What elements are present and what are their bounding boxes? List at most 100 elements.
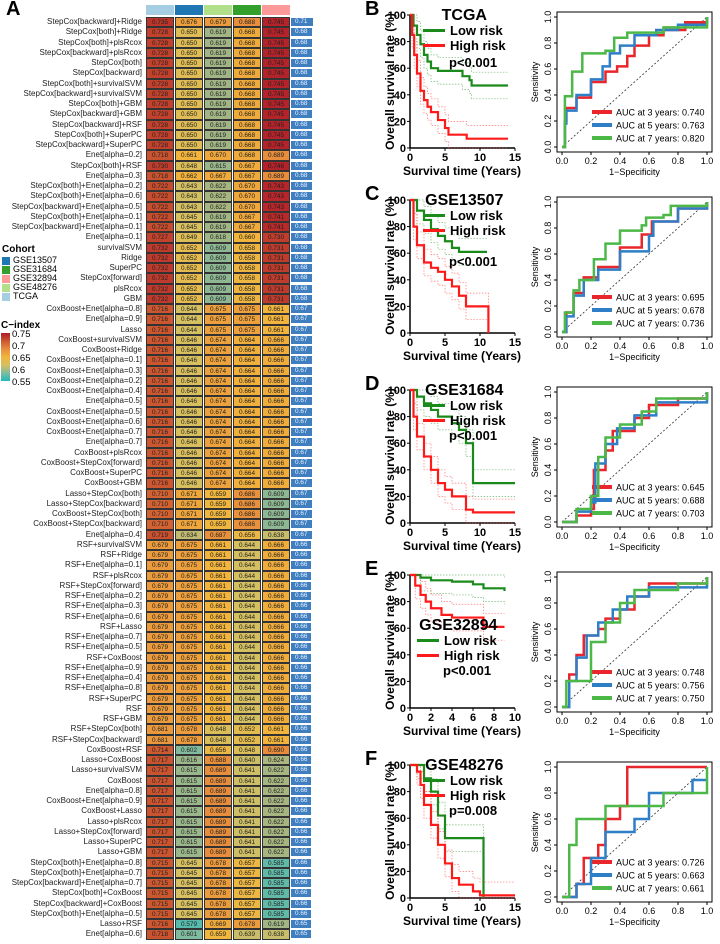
low-risk-legend-label: Low risk: [450, 398, 503, 413]
cindex-cell: 0.650: [175, 78, 203, 89]
mean-cindex-bar: 0.67: [291, 510, 312, 518]
cindex-cell: 0.675: [175, 570, 203, 581]
low-risk-legend-item: Low risk: [417, 633, 500, 648]
mean-cindex-bar: 0.68: [291, 48, 312, 57]
cindex-cell: 0.615: [175, 826, 203, 837]
roc-legend-label: AUC at 7 years: 0.661: [616, 884, 705, 894]
model-label: CoxBoost+Enet[alpha=0.2]: [46, 375, 142, 385]
roc-plot: 0.00.0 0.2 0.2 0.4 0.4 0.6 0.6 0.8 0.8 1.0 1.0 1−Sp…: [530, 11, 713, 177]
cohort-bar-gse13507: [175, 5, 203, 15]
km-x-tick-label: 0: [407, 337, 413, 349]
roc-y-tick-label: 1.0: [543, 571, 553, 584]
cindex-cell: 0.675: [175, 539, 203, 550]
roc-x-tick-label: 0.6: [643, 341, 656, 351]
cindex-cell: 0.669: [204, 919, 232, 930]
cindex-cell: 0.652: [233, 724, 261, 735]
cindex-cell: 0.645: [175, 898, 203, 909]
mean-cindex-bar: 0.65: [291, 920, 311, 928]
heatmap-row: CoxBoost+StepCox[backward] 0.710 0.671 0.65…: [0, 519, 320, 530]
cindex-cell: 0.731: [262, 252, 290, 263]
cohort-legend-item: GSE13507: [2, 256, 57, 265]
model-label: Lasso+CoxBoost: [81, 755, 142, 764]
cindex-cell: 0.722: [146, 222, 174, 233]
model-label: Enet[alpha=0.9]: [85, 314, 142, 324]
heatmap-row: CoxBoost+Enet[alpha=0.5] 0.716 0.646 0.674 0…: [0, 406, 320, 417]
cindex-cell: 0.644: [175, 304, 203, 315]
model-label: StepCox[both]+Enet[alpha=0.1]: [30, 211, 142, 221]
cindex-cell: 0.657: [233, 878, 261, 889]
cindex-cell: 0.661: [262, 314, 290, 325]
roc-x-tick-label: 0.2: [585, 906, 598, 916]
cindex-cell: 0.716: [146, 345, 174, 356]
cindex-cell: 0.650: [175, 37, 203, 48]
cindex-cell: 0.710: [146, 498, 174, 509]
km-x-label: Survival time (Years): [403, 914, 521, 928]
mean-cindex-bar: 0.66: [291, 725, 311, 734]
mean-cindex-bar: 0.66: [291, 551, 311, 559]
cohort-title: GSE13507: [425, 192, 504, 209]
roc-curve-auc7: [562, 577, 709, 709]
cindex-cell: 0.661: [204, 632, 232, 643]
cindex-cell: 0.622: [262, 765, 290, 776]
mean-cindex-bar: 0.66: [291, 581, 311, 590]
cindex-cell: 0.688: [233, 17, 261, 28]
model-label: StepCox[backward]: [72, 68, 142, 78]
panel-c: C 0 20 40 60 80 100 0 5 10 15 Survival time (Years)…: [365, 183, 720, 370]
heatmap-row: RSF+Enet[alpha=0.7] 0.679 0.675 0.661 0.644 0…: [0, 632, 320, 643]
roc-y-tick-label: 0.0: [543, 891, 553, 904]
cindex-cell: 0.664: [233, 345, 261, 356]
km-x-label: Survival time (Years): [403, 164, 521, 178]
mean-cindex-bar: 0.66: [291, 817, 311, 826]
cindex-cell: 0.710: [146, 519, 174, 530]
cindex-cell: 0.674: [204, 375, 232, 386]
model-label: CoxBoost+RSF: [86, 744, 142, 754]
low-risk-legend-label: Low risk: [450, 208, 503, 223]
mean-cindex-bar: 0.68: [291, 212, 312, 221]
mean-cindex-bar: 0.66: [291, 848, 311, 857]
cindex-cell: 0.661: [204, 601, 232, 612]
heatmap-row: StepCox[backward]+plsRcox 0.728 0.650 0.619…: [0, 47, 320, 58]
high-risk-curve: [410, 573, 505, 628]
cindex-cell: 0.646: [175, 375, 203, 386]
cindex-cell: 0.634: [175, 529, 203, 540]
mean-cindex-bar: 0.66: [291, 653, 311, 662]
model-label: RSF+survivalSVM: [76, 539, 142, 549]
roc-legend-label: AUC at 5 years: 0.678: [616, 306, 705, 316]
heatmap-row: StepCox[backward] 0.728 0.650 0.619 0.668 0.7…: [0, 68, 320, 79]
roc-x-tick-label: 0.8: [672, 906, 685, 916]
cindex-cell: 0.661: [204, 539, 232, 550]
cohort-legend-label: TCGA: [13, 291, 39, 301]
heatmap-row: RSF+Enet[alpha=0.3] 0.679 0.675 0.661 0.644 0…: [0, 601, 320, 612]
cindex-cell: 0.667: [233, 211, 261, 222]
high-risk-ci-line: [410, 764, 515, 899]
cindex-cell: 0.728: [146, 68, 174, 79]
cindex-cell: 0.679: [146, 693, 174, 704]
cindex-cell: 0.658: [233, 252, 261, 263]
km-y-label: Overall survival rate (%): [383, 13, 397, 150]
heatmap-row: Lasso+survivalSVM 0.717 0.615 0.689 0.641 0.6…: [0, 765, 320, 776]
roc-y-tick-label: 0.6: [543, 438, 553, 451]
cindex-cell: 0.615: [175, 806, 203, 817]
cindex-cell: 0.689: [204, 826, 232, 837]
model-label: CoxBoost: [107, 775, 142, 785]
km-y-tick-label: 80: [394, 597, 406, 609]
roc-y-label: Sensitivity: [530, 811, 540, 852]
km-x-tick-label: 5: [442, 527, 448, 539]
cindex-cell: 0.717: [146, 775, 174, 786]
cindex-cell: 0.722: [146, 181, 174, 192]
cindex-cell: 0.668: [233, 78, 261, 89]
mean-cindex-bar: 0.68: [291, 171, 312, 180]
low-risk-curve: [410, 388, 515, 485]
roc-y-tick-label: 0.0: [543, 701, 553, 714]
km-y-tick-label: 80: [394, 412, 406, 424]
cindex-cell: 0.718: [146, 929, 174, 940]
low-risk-legend-item: Low risk: [423, 208, 506, 223]
cindex-cell: 0.664: [233, 375, 261, 386]
cindex-cell: 0.640: [233, 755, 261, 766]
roc-reference-line: [561, 201, 708, 333]
cindex-cell: 0.650: [175, 99, 203, 110]
model-label: StepCox[both]+Ridge: [65, 27, 142, 37]
cindex-cell: 0.675: [175, 683, 203, 694]
heatmap-row: StepCox[backward]+RSF 0.728 0.650 0.619 0.66…: [0, 119, 320, 130]
km-x-tick-label: 10: [474, 902, 486, 914]
